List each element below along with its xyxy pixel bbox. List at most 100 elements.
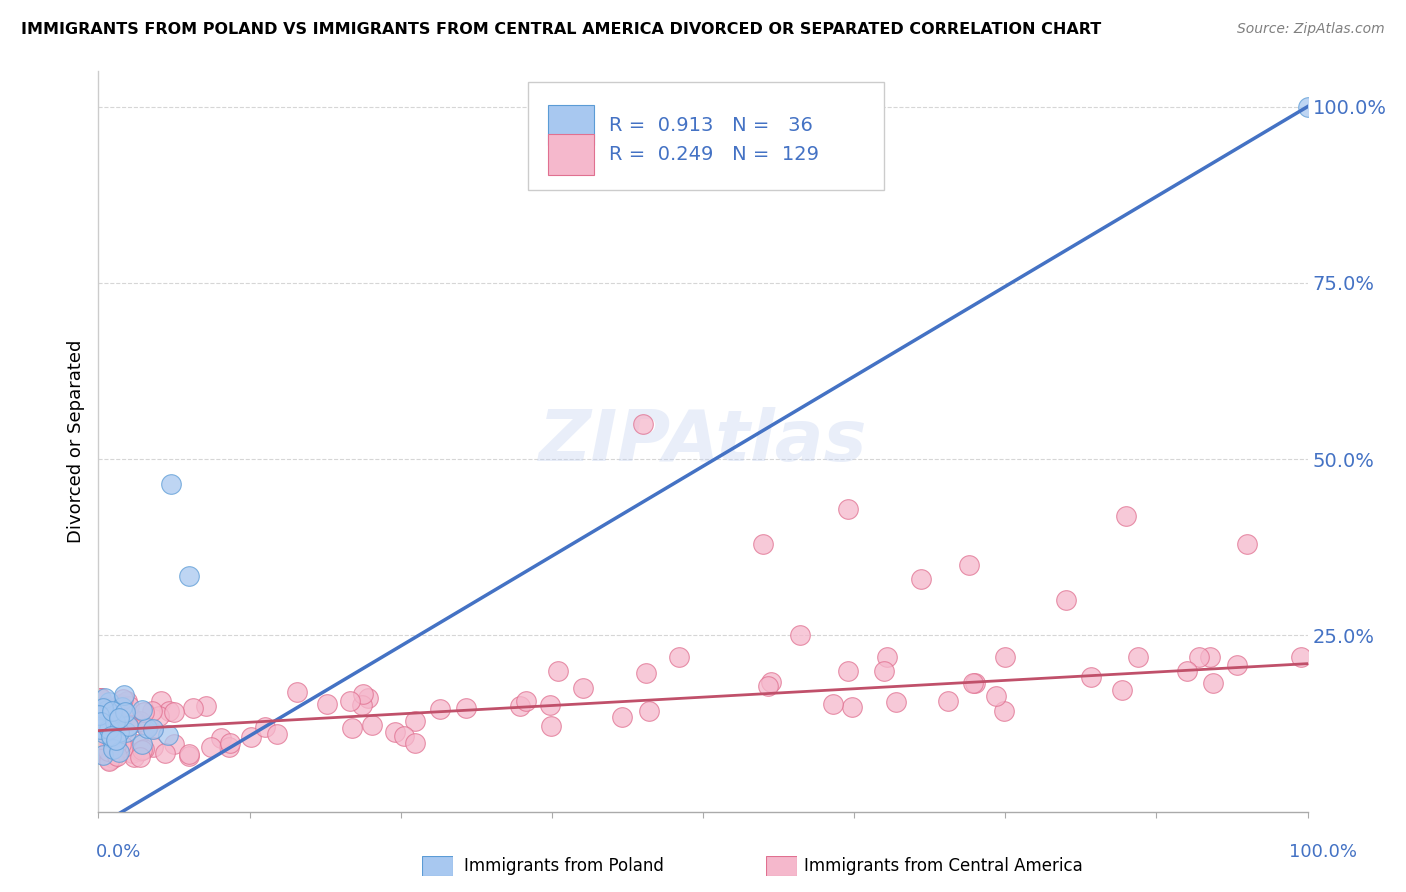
Point [124, 715, 146, 730]
Point [124, 750, 146, 764]
Point [150, 694, 173, 708]
Point [361, 718, 384, 732]
Point [97, 748, 120, 763]
Point [404, 736, 426, 750]
Point [96, 710, 118, 724]
Point [108, 711, 131, 725]
Point [156, 728, 179, 742]
Point [538, 698, 561, 713]
Point [758, 679, 780, 693]
Point [132, 705, 155, 719]
Point [110, 697, 132, 711]
Point [253, 720, 276, 734]
Point [114, 705, 136, 719]
Point [103, 732, 125, 747]
Point [1296, 100, 1319, 114]
Point [316, 698, 339, 712]
Point [404, 714, 426, 728]
Point [131, 737, 153, 751]
Point [93, 719, 115, 733]
Point [219, 736, 242, 750]
Text: Immigrants from Central America: Immigrants from Central America [804, 857, 1083, 875]
Point [821, 697, 844, 711]
Point [285, 685, 308, 699]
Point [91, 748, 114, 763]
Point [1226, 658, 1249, 673]
Point [101, 751, 124, 765]
Text: IMMIGRANTS FROM POLAND VS IMMIGRANTS FROM CENTRAL AMERICA DIVORCED OR SEPARATED : IMMIGRANTS FROM POLAND VS IMMIGRANTS FRO… [21, 22, 1101, 37]
Text: 100.0%: 100.0% [1289, 843, 1357, 861]
Point [392, 729, 415, 743]
Point [136, 721, 159, 735]
Point [547, 664, 569, 678]
Point [993, 705, 1015, 719]
Text: ZIPAtlas: ZIPAtlas [538, 407, 868, 476]
Point [100, 706, 122, 721]
Point [148, 708, 170, 723]
Point [1128, 649, 1150, 664]
Point [89, 690, 111, 705]
Point [132, 741, 155, 756]
Point [90, 690, 112, 705]
Point [162, 737, 184, 751]
Point [910, 572, 932, 586]
Point [121, 746, 143, 760]
Point [239, 731, 262, 745]
Point [200, 740, 222, 755]
Text: Immigrants from Poland: Immigrants from Poland [464, 857, 664, 875]
Point [841, 700, 863, 714]
Point [142, 722, 165, 736]
Point [136, 719, 159, 733]
Point [93, 699, 115, 714]
Point [91, 701, 114, 715]
Point [87, 708, 110, 723]
Point [131, 703, 153, 717]
Point [121, 710, 143, 724]
Point [1202, 675, 1225, 690]
Point [638, 705, 661, 719]
Point [515, 693, 537, 707]
Point [90, 714, 112, 729]
Point [94, 707, 117, 722]
Point [1236, 537, 1258, 551]
Point [98, 705, 121, 719]
Point [342, 721, 364, 735]
Point [131, 743, 153, 757]
Point [104, 739, 127, 753]
Point [93, 690, 115, 705]
Text: R =  0.913   N =   36: R = 0.913 N = 36 [609, 116, 813, 135]
Point [209, 731, 232, 745]
Point [112, 688, 135, 702]
Point [789, 628, 811, 642]
Point [97, 740, 120, 755]
Point [101, 712, 124, 726]
Point [986, 689, 1008, 703]
Point [90, 747, 112, 761]
Point [179, 747, 201, 761]
Point [636, 665, 658, 680]
Point [90, 731, 112, 746]
Point [195, 698, 218, 713]
Point [111, 698, 134, 713]
Point [339, 694, 361, 708]
Point [141, 705, 163, 719]
Point [1080, 670, 1102, 684]
Point [994, 649, 1017, 664]
Point [100, 725, 122, 739]
Point [127, 737, 149, 751]
Y-axis label: Divorced or Separated: Divorced or Separated [66, 340, 84, 543]
Point [837, 665, 859, 679]
Point [100, 729, 122, 743]
FancyBboxPatch shape [766, 856, 797, 876]
Point [356, 690, 378, 705]
Point [142, 739, 165, 754]
Point [104, 742, 127, 756]
Point [153, 746, 176, 760]
Point [876, 649, 898, 664]
Point [540, 719, 562, 733]
Point [90, 742, 112, 756]
Point [117, 717, 139, 731]
Point [163, 705, 186, 719]
Point [96, 703, 118, 717]
Point [177, 749, 200, 764]
